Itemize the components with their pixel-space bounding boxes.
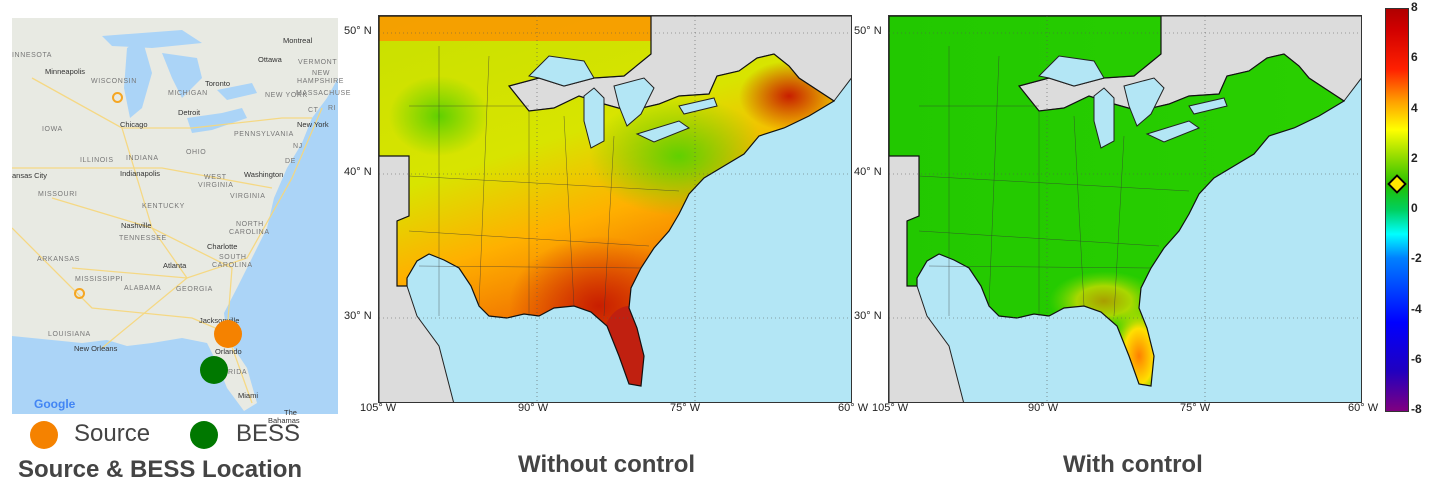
colorbar-tick-label: -6 (1411, 351, 1422, 366)
map-label: ARKANSAS (37, 256, 80, 263)
lat-tick-label: 40° N (854, 166, 882, 178)
map-label: NEW (312, 70, 331, 77)
map-label: PENNSYLVANIA (234, 131, 294, 138)
lon-tick-label: 60° W (1348, 402, 1379, 414)
lat-tick-label: 30° N (344, 310, 372, 322)
lon-tick-label: 105° W (872, 402, 909, 414)
map-label: Detroit (178, 108, 201, 117)
title-without-control: Without control (518, 451, 696, 478)
map-with-control (888, 15, 1364, 405)
colorbar-tick-label: 4 (1411, 100, 1418, 115)
map-label: The (284, 408, 297, 417)
map-label: TENNESSEE (119, 235, 167, 242)
map-label: ALABAMA (124, 285, 162, 292)
location-title: Source & BESS Location (18, 456, 303, 483)
map-label: RIDA (228, 369, 248, 376)
colorbar (1385, 8, 1409, 412)
location-map[interactable]: Montreal Ottawa INNESOTA Minneapolis WISCONS… (12, 18, 350, 425)
colorbar-tick-label: 6 (1411, 50, 1418, 65)
map-label: Chicago (120, 120, 148, 129)
colorbar-tick-label: 8 (1411, 0, 1418, 14)
lon-tick-label: 90° W (518, 402, 549, 414)
map-label: Charlotte (207, 242, 238, 251)
map-label: Jacksonville (199, 316, 240, 325)
map-label: VIRGINIA (198, 182, 234, 189)
lat-tick-label: 30° N (854, 310, 882, 322)
map-label: Washington (244, 170, 284, 179)
colorbar-tick-label: -2 (1411, 251, 1422, 266)
map-label: WEST (204, 174, 227, 181)
source-marker[interactable] (214, 320, 242, 348)
lat-tick-label: 50° N (854, 25, 882, 37)
map-label: MISSISSIPPI (75, 276, 124, 283)
map-label: NORTH (236, 221, 264, 228)
base-map (12, 18, 338, 414)
map-label: IOWA (42, 126, 63, 133)
map-label: DE (285, 158, 296, 165)
map-label: Orlando (215, 347, 242, 356)
lon-tick-label: 75° W (1180, 402, 1211, 414)
map-label: INDIANA (126, 155, 159, 162)
google-logo: Google (34, 397, 76, 411)
map-label: GEORGIA (176, 286, 213, 293)
map-label: RI (328, 105, 337, 112)
map-label: New Orleans (74, 344, 118, 353)
lat-tick-label: 40° N (344, 166, 372, 178)
lon-tick-label: 105° W (360, 402, 397, 414)
map-label: MISSOURI (38, 191, 78, 198)
map-label: WISCONSIN (91, 78, 137, 85)
lon-tick-label: 90° W (1028, 402, 1059, 414)
map-label: Bahamas (268, 416, 300, 425)
colorbar-tick-label: -4 (1411, 301, 1422, 316)
lon-tick-label: 60° W (838, 402, 869, 414)
map-label: VERMONT (298, 59, 338, 66)
map-label: KENTUCKY (142, 203, 185, 210)
map-label: Nashville (121, 221, 152, 230)
map-label: HAMPSHIRE (297, 78, 345, 85)
map-label: Atlanta (163, 261, 187, 270)
map-label: Miami (238, 391, 258, 400)
colorbar-tick-label: 2 (1411, 150, 1418, 165)
map-label: MICHIGAN (168, 90, 208, 97)
legend-bess-label: BESS (236, 420, 301, 447)
map-label: NEW YORK (265, 92, 308, 99)
map-label: OHIO (186, 149, 207, 156)
map-label: ILLINOIS (80, 157, 114, 164)
lon-tick-label: 75° W (670, 402, 701, 414)
map-label: LOUISIANA (48, 331, 91, 338)
map-label: Montreal (283, 36, 313, 45)
colorbar-tick-label: 0 (1411, 201, 1418, 215)
map-label: Indianapolis (120, 169, 161, 178)
pin-icon (74, 288, 85, 299)
map-label: CT (308, 107, 319, 114)
map-label: New York (297, 120, 329, 129)
map-label: NJ (293, 143, 303, 150)
bess-marker[interactable] (200, 356, 228, 384)
map-label: Toronto (205, 79, 231, 88)
map-without-control (378, 15, 854, 405)
title-with-control: With control (1063, 451, 1203, 478)
map-label: INNESOTA (12, 52, 53, 59)
legend-bess-dot (190, 421, 218, 449)
map-label: Minneapolis (45, 67, 86, 76)
colorbar-tick-label: -8 (1411, 402, 1422, 416)
map-label: CAROLINA (212, 262, 253, 269)
map-label: VIRGINIA (230, 193, 266, 200)
legend-source-dot (30, 421, 58, 449)
map-label: Ottawa (258, 55, 282, 64)
lat-tick-label: 50° N (344, 25, 372, 37)
map-label: CAROLINA (229, 229, 270, 236)
map-label: SOUTH (219, 254, 247, 261)
pin-icon (112, 92, 123, 103)
map-label: ansas City (12, 171, 48, 180)
legend-source-label: Source (74, 420, 151, 447)
map-label: MASSACHUSE (296, 90, 352, 97)
